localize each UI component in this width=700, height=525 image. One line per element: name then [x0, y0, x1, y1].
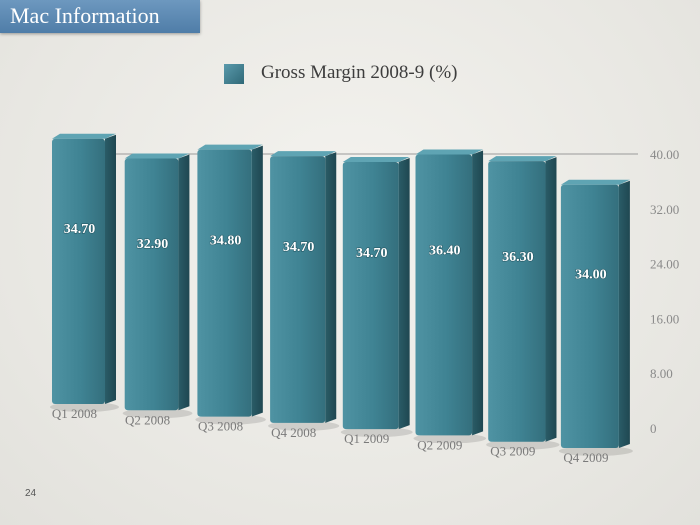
y-tick-label: 8.00: [650, 366, 673, 381]
bar-8: [558, 179, 633, 456]
legend-swatch: [224, 64, 244, 84]
bar-value-label: 36.40: [429, 243, 461, 258]
y-tick-label: 24.00: [650, 257, 679, 272]
bar-value-label: 34.70: [283, 240, 315, 255]
legend-label: Gross Margin 2008-9 (%): [261, 62, 458, 83]
bar-value-label: 36.30: [502, 250, 534, 265]
y-tick-label: 16.00: [650, 311, 679, 326]
x-category-label: Q2 2008: [125, 412, 170, 427]
y-tick-label: 40.00: [650, 147, 679, 162]
bar-6: [413, 149, 487, 444]
bar-2: [122, 153, 193, 419]
y-tick-label: 0: [650, 421, 657, 436]
bar-value-label: 34.70: [64, 222, 96, 237]
y-tick-label: 32.00: [650, 202, 679, 217]
x-category-label: Q2 2009: [417, 437, 462, 452]
slide-title-tab: Mac Information: [0, 0, 200, 33]
x-category-label: Q3 2008: [198, 419, 243, 434]
bar-5: [340, 156, 413, 438]
bar-value-label: 32.90: [137, 237, 169, 252]
bar-3: [195, 144, 266, 425]
bar-value-label: 34.80: [210, 233, 242, 248]
bar-value-label: 34.70: [356, 246, 388, 261]
x-category-label: Q3 2009: [490, 444, 535, 459]
bar-value-label: 34.00: [575, 267, 607, 282]
bar-7: [486, 156, 560, 450]
x-category-label: Q1 2009: [344, 431, 389, 446]
x-category-label: Q1 2008: [52, 406, 97, 421]
slide-title: Mac Information: [10, 3, 160, 28]
page-number: 24: [25, 488, 37, 499]
x-category-label: Q4 2009: [563, 450, 608, 465]
bar-4: [268, 151, 340, 431]
x-category-label: Q4 2008: [271, 425, 316, 440]
bar-1: [50, 133, 119, 412]
